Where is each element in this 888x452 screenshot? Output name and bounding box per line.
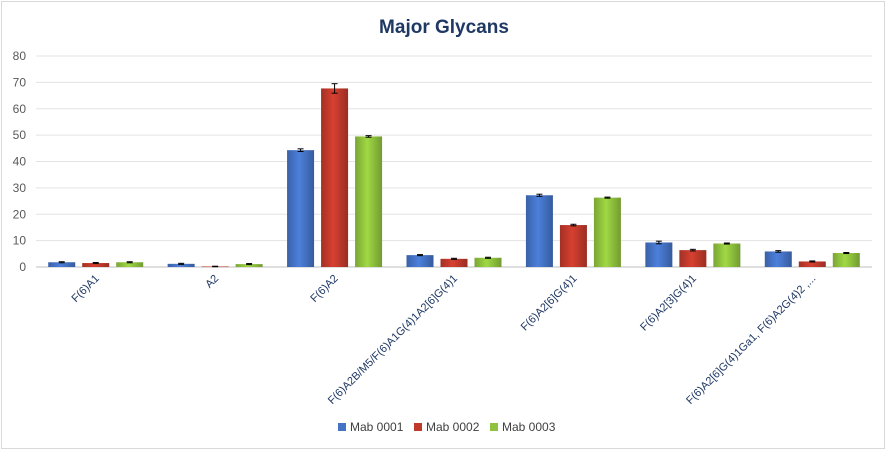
legend-item: Mab 0001 <box>338 420 404 434</box>
x-tick-label: F(6)A2[6]G(4)1 <box>519 273 580 334</box>
y-tick-label: 0 <box>19 260 26 274</box>
x-tick-label: A2 <box>203 273 221 291</box>
legend-item: Mab 0002 <box>414 420 480 434</box>
legend-swatch <box>490 423 498 431</box>
legend-label: Mab 0003 <box>502 420 556 434</box>
bar-mab-0001-5 <box>645 242 673 267</box>
bar-mab-0001-0 <box>48 262 76 267</box>
y-tick-label: 40 <box>13 155 27 169</box>
bars <box>48 88 860 268</box>
bar-mab-0002-0 <box>82 263 110 267</box>
bar-mab-0003-1 <box>235 264 263 267</box>
legend-label: Mab 0002 <box>426 420 480 434</box>
bar-mab-0003-0 <box>116 262 144 267</box>
error-bar <box>843 251 850 255</box>
legend-label: Mab 0001 <box>350 420 404 434</box>
y-tick-label: 10 <box>13 234 27 248</box>
error-bars <box>58 83 850 268</box>
error-bar <box>536 193 543 197</box>
y-tick-label: 70 <box>13 75 27 89</box>
error-bar <box>775 250 782 253</box>
bar-mab-0003-3 <box>474 257 502 267</box>
x-axis: F(6)A1 A2 F(6)A2F(6)A2B/M5/F(6)A1G(4)1A2[6… <box>70 273 819 407</box>
error-bar <box>331 83 338 94</box>
bar-mab-0002-6 <box>798 261 826 267</box>
chart-title: Major Glycans <box>379 17 509 38</box>
bar-mab-0001-1 <box>167 263 195 267</box>
bar-mab-0002-5 <box>679 250 707 267</box>
error-bar <box>570 223 577 227</box>
x-tick-label: F(6)A2B/M5/F(6)A1G(4)1A2[6]G(4)1 <box>326 273 460 407</box>
bar-mab-0002-2 <box>321 88 349 267</box>
y-tick-label: 80 <box>13 49 27 63</box>
y-axis: 0 10 20 30 40 50 60 70 80 <box>13 49 27 274</box>
error-bar <box>809 260 816 263</box>
bar-mab-0003-4 <box>593 197 621 267</box>
legend-swatch <box>414 423 422 431</box>
error-bar <box>655 240 662 245</box>
bar-mab-0002-3 <box>440 258 468 267</box>
bar-mab-0001-6 <box>764 251 792 267</box>
legend-item: Mab 0003 <box>490 420 556 434</box>
error-bar <box>604 196 611 199</box>
error-bar <box>297 148 304 152</box>
bar-mab-0002-4 <box>559 225 587 267</box>
x-tick-label: F(6)A2 <box>308 273 340 305</box>
error-bar <box>451 257 457 260</box>
bar-mab-0003-5 <box>713 243 741 267</box>
error-bar <box>212 265 219 268</box>
bar-mab-0003-2 <box>355 136 383 267</box>
error-bar <box>689 248 696 252</box>
bar-mab-0001-2 <box>287 150 315 267</box>
legend-swatch <box>338 423 346 431</box>
x-tick-label: F(6)A2[6]G(4)1Ga1, F(6)A2G(4)2 ,... <box>684 273 818 407</box>
error-bar <box>485 256 491 259</box>
bar-mab-0001-4 <box>525 195 553 267</box>
error-bar <box>58 261 65 264</box>
bar-mab-0003-6 <box>832 253 860 267</box>
error-bar <box>365 135 372 138</box>
error-bar <box>92 262 99 265</box>
y-tick-label: 20 <box>13 207 27 221</box>
error-bar <box>417 254 423 257</box>
error-bar <box>246 263 253 266</box>
y-tick-label: 30 <box>13 181 27 195</box>
legend: Mab 0001 Mab 0002 Mab 0003 <box>338 420 556 434</box>
x-tick-label: F(6)A2[3]G(4)1 <box>638 273 699 334</box>
x-tick-label: F(6)A1 <box>70 273 102 305</box>
error-bar <box>723 242 730 245</box>
bar-mab-0001-3 <box>406 255 434 267</box>
y-tick-label: 60 <box>13 102 27 116</box>
error-bar <box>126 261 133 264</box>
y-tick-label: 50 <box>13 128 27 142</box>
gridlines <box>36 55 872 268</box>
error-bar <box>178 262 185 265</box>
